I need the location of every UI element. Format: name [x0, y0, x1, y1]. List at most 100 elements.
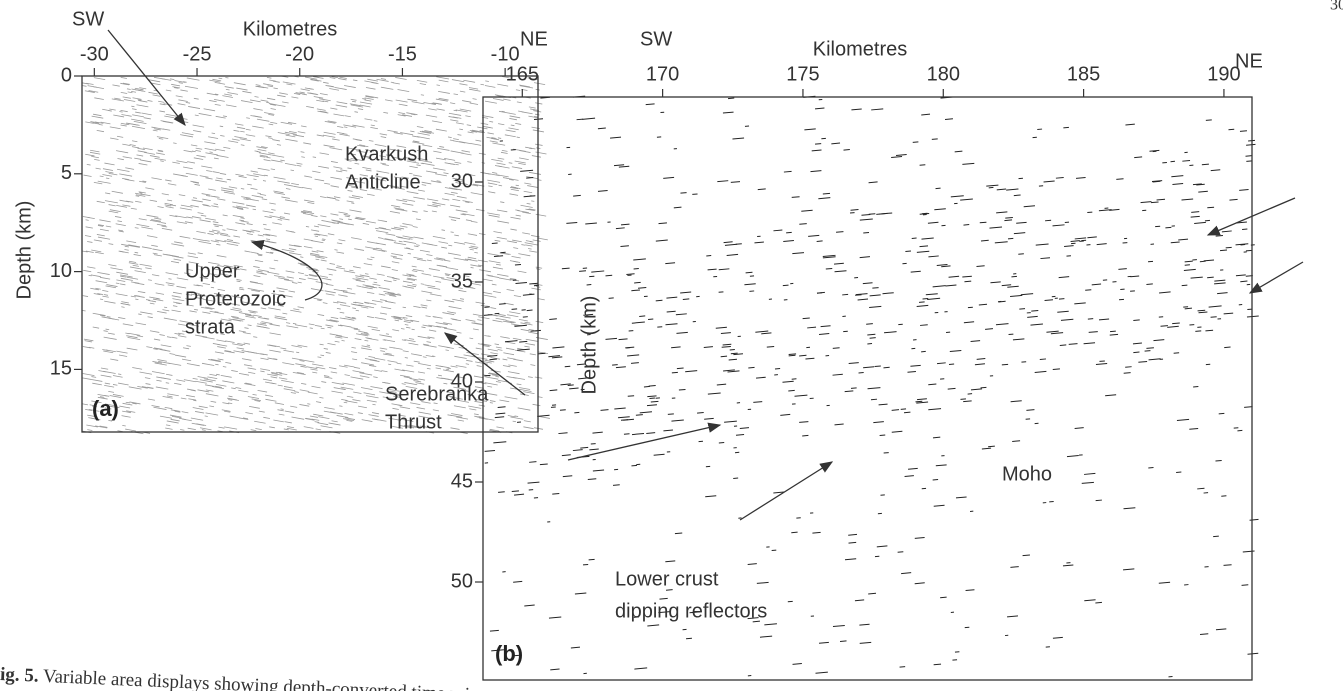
- reflector: [873, 422, 884, 423]
- reflector: [272, 140, 280, 141]
- reflector: [347, 201, 354, 202]
- reflector: [513, 248, 518, 249]
- reflector: [320, 355, 324, 356]
- reflector: [1035, 371, 1047, 372]
- reflector: [279, 414, 285, 415]
- reflector: [384, 280, 392, 281]
- reflector: [168, 279, 171, 280]
- reflector: [367, 316, 374, 317]
- reflector: [331, 391, 342, 393]
- reflector: [271, 109, 276, 110]
- reflector: [374, 370, 382, 371]
- reflector: [525, 245, 532, 246]
- reflector: [84, 175, 92, 176]
- reflector: [729, 359, 737, 360]
- reflector: [189, 311, 196, 312]
- reflector: [1178, 239, 1188, 240]
- reflector: [913, 142, 919, 143]
- y-tick-label: 15: [50, 358, 72, 380]
- reflector: [253, 337, 257, 338]
- reflector: [372, 329, 380, 331]
- reflector: [593, 470, 604, 471]
- reflector: [221, 188, 234, 190]
- reflector: [223, 147, 230, 148]
- reflector: [113, 384, 117, 385]
- reflector: [138, 291, 145, 292]
- reflector: [196, 231, 205, 233]
- reflector: [327, 197, 335, 198]
- reflector: [805, 358, 814, 359]
- reflector: [240, 218, 244, 219]
- reflector: [335, 337, 342, 338]
- reflector: [509, 118, 517, 119]
- reflector: [468, 132, 474, 133]
- reflector: [320, 153, 329, 155]
- reflector: [488, 349, 498, 351]
- reflector: [316, 429, 322, 430]
- reflector: [294, 392, 299, 393]
- reflector: [1051, 333, 1063, 334]
- reflector: [269, 427, 275, 428]
- reflector: [253, 394, 257, 395]
- reflector: [421, 307, 427, 308]
- reflector: [120, 284, 126, 285]
- reflector: [1153, 340, 1164, 341]
- reflector: [154, 255, 162, 256]
- reflector: [220, 235, 230, 237]
- reflector: [1014, 195, 1021, 196]
- reflector: [469, 247, 478, 249]
- reflector: [518, 254, 530, 256]
- reflector: [322, 240, 325, 241]
- reflector: [879, 404, 888, 405]
- reflector: [304, 247, 312, 249]
- reflector: [379, 287, 390, 289]
- reflector: [1239, 189, 1248, 190]
- reflector: [237, 127, 245, 128]
- reflector: [412, 271, 417, 272]
- reflector: [109, 109, 115, 110]
- reflector: [498, 124, 504, 125]
- reflector: [479, 233, 485, 234]
- reflector: [299, 404, 309, 406]
- reflector: [1011, 401, 1022, 402]
- reflector: [138, 314, 141, 315]
- reflector: [836, 232, 843, 233]
- reflector: [138, 151, 147, 153]
- reflector: [116, 280, 125, 282]
- reflector: [872, 288, 878, 289]
- reflector: [550, 669, 559, 670]
- reflector: [791, 532, 797, 533]
- reflector: [323, 303, 328, 304]
- reflector: [304, 427, 314, 429]
- reflector: [638, 287, 646, 288]
- reflector: [215, 82, 225, 84]
- reflector: [91, 377, 96, 378]
- reflector: [305, 275, 309, 276]
- x-tick-label: -10: [491, 43, 520, 65]
- reflector: [315, 325, 322, 326]
- reflector: [868, 388, 881, 389]
- reflector: [174, 259, 181, 260]
- reflector: [264, 113, 274, 115]
- reflector: [324, 376, 329, 377]
- reflector: [592, 432, 602, 433]
- reflector: [392, 269, 398, 270]
- reflector: [126, 402, 130, 403]
- reflector: [318, 225, 331, 227]
- reflector: [927, 298, 940, 299]
- reflector: [477, 320, 481, 321]
- reflector: [110, 359, 118, 360]
- reflector: [616, 228, 625, 229]
- reflector: [158, 101, 164, 102]
- reflector: [142, 247, 152, 249]
- reflector: [1023, 555, 1030, 556]
- reflector: [438, 242, 447, 244]
- reflector: [956, 497, 967, 498]
- reflector: [160, 349, 170, 351]
- reflector: [144, 152, 155, 154]
- reflector: [462, 101, 471, 103]
- reflector: [154, 407, 167, 409]
- reflector: [926, 294, 938, 295]
- reflector: [454, 94, 458, 95]
- reflector: [519, 158, 529, 160]
